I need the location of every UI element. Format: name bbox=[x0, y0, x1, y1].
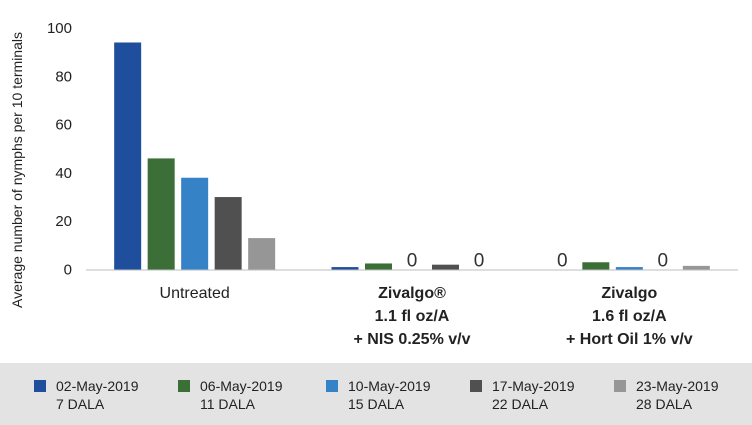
y-tick-label-4: 80 bbox=[55, 68, 72, 85]
y-tick-label-5: 100 bbox=[47, 20, 72, 37]
category-label-3-line-3: + Hort Oil 1% v/v bbox=[566, 331, 693, 348]
legend-swatch-5 bbox=[614, 380, 626, 392]
legend-swatch-1 bbox=[34, 380, 46, 392]
y-tick-label-3: 60 bbox=[55, 117, 72, 134]
legend-label-4: 17-May-2019 22 DALA bbox=[492, 377, 575, 413]
legend-date-3: 10-May-2019 bbox=[348, 378, 431, 394]
legend-label-5: 23-May-2019 28 DALA bbox=[636, 377, 719, 413]
legend-date-2: 06-May-2019 bbox=[200, 378, 283, 394]
zero-label-cat2-series3: 0 bbox=[407, 251, 418, 272]
bar-cat3-series3 bbox=[615, 267, 643, 270]
zero-label-cat2-series5: 0 bbox=[474, 251, 485, 272]
zero-label-cat3-series1: 0 bbox=[557, 251, 568, 272]
legend-dala-1: 7 DALA bbox=[56, 396, 105, 412]
bar-cat2-series1 bbox=[331, 267, 359, 270]
legend-dala-4: 22 DALA bbox=[492, 396, 549, 412]
y-tick-label-1: 20 bbox=[55, 213, 72, 230]
bar-cat1-series3 bbox=[181, 177, 209, 270]
bar-cat1-series1 bbox=[114, 42, 142, 270]
y-tick-label-0: 0 bbox=[64, 262, 72, 279]
legend-dala-3: 15 DALA bbox=[348, 396, 405, 412]
y-tick-label-2: 40 bbox=[55, 165, 72, 182]
legend-swatch-4 bbox=[470, 380, 482, 392]
legend-swatch-3 bbox=[326, 380, 338, 392]
legend-date-4: 17-May-2019 bbox=[492, 378, 575, 394]
legend-label-2: 06-May-2019 11 DALA bbox=[200, 377, 283, 413]
category-label-2-line-2: 1.1 fl oz/A bbox=[375, 308, 450, 325]
bar-cat3-series2 bbox=[582, 262, 610, 270]
legend-label-1: 02-May-2019 7 DALA bbox=[56, 377, 139, 413]
bar-cat1-series5 bbox=[248, 238, 276, 270]
legend-swatch-2 bbox=[178, 380, 190, 392]
bar-cat1-series4 bbox=[214, 197, 242, 270]
zero-label-cat3-series4: 0 bbox=[658, 251, 669, 272]
category-label-3-line-2: 1.6 fl oz/A bbox=[592, 308, 667, 325]
bar-cat1-series2 bbox=[147, 158, 175, 270]
y-axis-label: Average number of nymphs per 10 terminal… bbox=[9, 32, 25, 308]
bar-cat2-series4 bbox=[432, 264, 459, 270]
bar-chart: 0 20 40 60 80 100 Untreated 0 0 Zivalgo® 1.1 fl oz… bbox=[47, 20, 738, 348]
y-axis-label-container: Average number of nymphs per 10 terminal… bbox=[6, 20, 28, 320]
category-label-2-line-3: + NIS 0.25% v/v bbox=[354, 331, 471, 348]
legend-date-1: 02-May-2019 bbox=[56, 378, 139, 394]
legend-dala-5: 28 DALA bbox=[636, 396, 693, 412]
category-label-2-line-1: Zivalgo® bbox=[378, 285, 446, 302]
bar-cat2-series2 bbox=[365, 263, 392, 270]
legend-date-5: 23-May-2019 bbox=[636, 378, 719, 394]
bar-cat3-series5 bbox=[682, 265, 710, 270]
legend-dala-2: 11 DALA bbox=[200, 396, 255, 412]
category-label-1-line-1: Untreated bbox=[160, 285, 230, 302]
category-label-3-line-1: Zivalgo bbox=[601, 285, 657, 302]
legend: 02-May-2019 7 DALA 06-May-2019 11 DALA 1… bbox=[0, 363, 752, 425]
legend-label-3: 10-May-2019 15 DALA bbox=[348, 377, 431, 413]
